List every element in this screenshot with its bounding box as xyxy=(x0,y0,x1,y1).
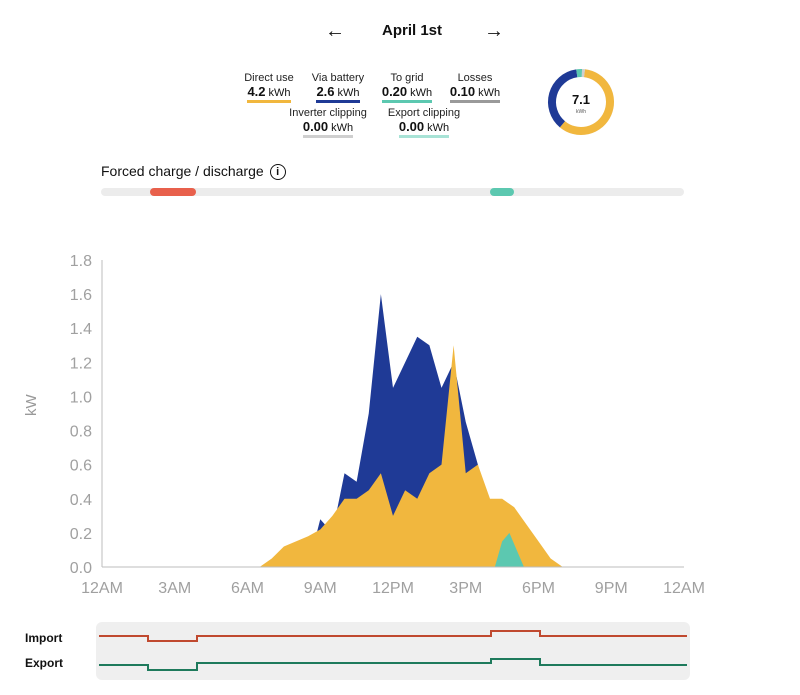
arrow-left-icon: ← xyxy=(325,20,345,42)
forced-discharge-segment xyxy=(489,188,514,196)
stat-label: Inverter clipping xyxy=(289,107,367,119)
x-tick-label: 9PM xyxy=(595,580,628,597)
series-area-direct-use xyxy=(259,345,563,567)
stat-value: 0.10 kWh xyxy=(449,84,501,103)
prev-day-button[interactable]: ← xyxy=(325,21,345,41)
x-tick-label: 6PM xyxy=(522,580,555,597)
arrow-right-icon: → xyxy=(484,20,504,42)
stat-inverter-clipping: Inverter clipping 0.00 kWh xyxy=(284,107,372,138)
stat-value: 0.00 kWh xyxy=(302,119,354,138)
donut-total: 7.1 xyxy=(572,92,590,107)
stat-losses: Losses 0.10 kWh xyxy=(442,72,508,103)
stat-label: Via battery xyxy=(311,72,365,84)
y-tick-label: 1.6 xyxy=(70,287,92,304)
donut-segment xyxy=(548,69,578,128)
series-area-to-grid xyxy=(494,532,524,567)
power-chart: 0.0 0.2 0.4 0.6 0.8 1.0 1.2 1.4 1.6 1.8 12AM 3AM 6AM… xyxy=(70,253,705,597)
date-title: April 1st xyxy=(382,22,443,39)
x-tick-label: 12AM xyxy=(81,580,123,597)
export-price-line xyxy=(99,658,687,671)
stat-value: 0.00 kWh xyxy=(398,119,450,138)
x-tick-label: 3AM xyxy=(158,580,191,597)
stat-to-grid: To grid 0.20 kWh xyxy=(374,72,440,103)
y-tick-label: 0.6 xyxy=(70,458,92,475)
donut-segment xyxy=(559,69,614,135)
stat-label: Losses xyxy=(457,72,493,84)
y-tick-label: 0.4 xyxy=(70,492,92,509)
y-tick-label: 0.0 xyxy=(70,560,92,577)
next-day-button[interactable]: → xyxy=(484,21,504,41)
stat-value: 4.2 kWh xyxy=(247,84,291,103)
export-label: Export xyxy=(25,656,64,670)
forced-charge-track xyxy=(101,188,684,196)
y-tick-label: 1.2 xyxy=(70,355,92,372)
x-tick-label: 12PM xyxy=(372,580,414,597)
stat-label: To grid xyxy=(390,72,424,84)
stat-value: 0.20 kWh xyxy=(381,84,433,103)
donut-unit: kWh xyxy=(576,109,586,115)
info-icon[interactable]: i xyxy=(269,164,286,180)
energy-donut: 7.1 kWh xyxy=(548,69,614,135)
x-tick-label: 9AM xyxy=(304,580,337,597)
import-price-line xyxy=(99,630,687,642)
stat-label: Direct use xyxy=(244,72,294,84)
x-tick-label: 6AM xyxy=(231,580,264,597)
strip-background xyxy=(96,622,690,680)
y-tick-label: 1.8 xyxy=(70,253,92,270)
y-tick-label: 0.8 xyxy=(70,424,92,441)
y-axis-label: kW xyxy=(23,394,40,416)
stat-via-battery: Via battery 2.6 kWh xyxy=(305,72,371,103)
x-tick-label: 3PM xyxy=(449,580,482,597)
forced-charge-segment xyxy=(149,188,196,196)
import-export-strip xyxy=(96,622,690,680)
import-label: Import xyxy=(25,631,63,645)
y-tick-label: 0.2 xyxy=(70,526,92,543)
stat-direct-use: Direct use 4.2 kWh xyxy=(236,72,302,103)
stat-label: Export clipping xyxy=(387,107,461,119)
y-tick-label: 1.4 xyxy=(70,321,92,338)
x-tick-label: 12AM xyxy=(663,580,705,597)
y-tick-label: 1.0 xyxy=(70,389,92,406)
forced-charge-label: Forced charge / discharge i xyxy=(101,163,286,180)
stat-export-clipping: Export clipping 0.00 kWh xyxy=(382,107,466,138)
stat-value: 2.6 kWh xyxy=(316,84,360,103)
